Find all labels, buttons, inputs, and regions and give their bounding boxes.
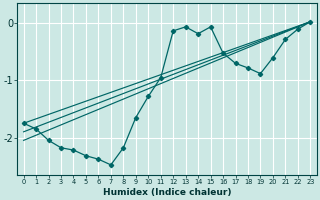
X-axis label: Humidex (Indice chaleur): Humidex (Indice chaleur) [103,188,231,197]
